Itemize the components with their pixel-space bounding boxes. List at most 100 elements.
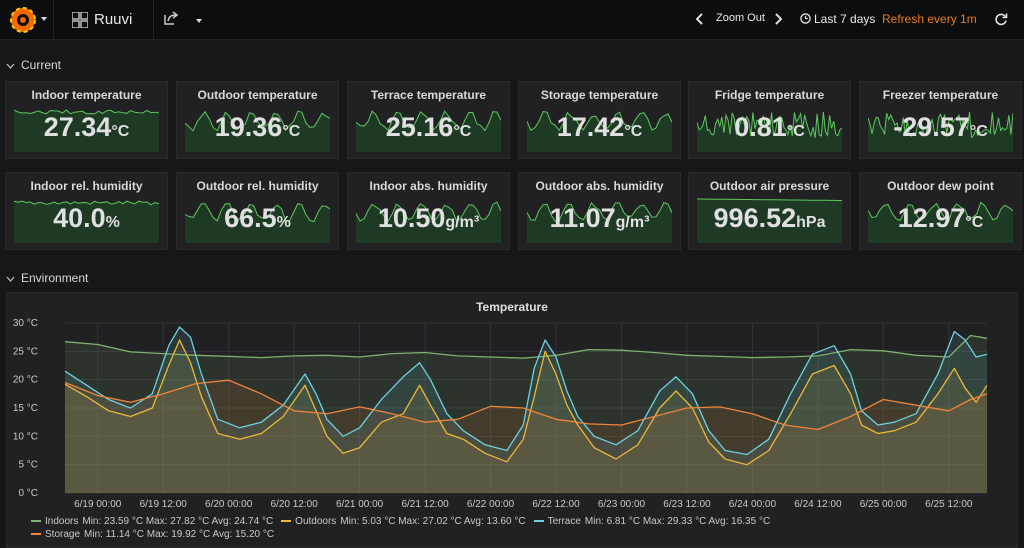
y-tick-label: 10 °C (13, 431, 38, 442)
stat-panel-title[interactable]: Outdoor abs. humidity (535, 179, 664, 193)
sparkline-line (356, 110, 501, 132)
sparkline-area (868, 112, 1013, 152)
stat-panel[interactable]: Freezer temperature -29.57°C (859, 81, 1022, 159)
sparkline-line (697, 198, 842, 201)
x-tick-label: 6/21 00:00 (336, 499, 384, 510)
x-tick-label: 6/25 00:00 (860, 499, 908, 510)
sparkline (868, 201, 1013, 243)
legend-series-name: Indoors (45, 516, 79, 527)
series-area-storage (65, 380, 987, 493)
row-header-environment[interactable]: Environment (6, 271, 88, 285)
legend-series-stats: Min: 6.81 °C Max: 29.33 °C Avg: 16.35 °C (584, 516, 771, 527)
sparkline (697, 198, 842, 243)
x-tick-label: 6/20 00:00 (205, 499, 253, 510)
stat-panel-title[interactable]: Indoor abs. humidity (369, 179, 488, 193)
stat-number: 11.07 (549, 203, 616, 233)
sparkline-area (697, 199, 842, 243)
x-tick-label: 6/24 00:00 (729, 499, 777, 510)
stat-number: 25.16 (385, 112, 454, 142)
stat-panel-title[interactable]: Outdoor temperature (197, 88, 318, 102)
sparkline-area (14, 110, 159, 152)
sparkline-line (527, 201, 672, 222)
stat-unit: °C (282, 123, 301, 140)
sparkline-line (14, 109, 159, 115)
stat-panel[interactable]: Outdoor dew point 12.97°C (859, 172, 1022, 250)
stat-panel[interactable]: Indoor abs. humidity 10.50g/m³ (347, 172, 510, 250)
legend-swatch (31, 520, 41, 523)
refresh-icon[interactable] (994, 12, 1008, 26)
chevron-right-icon[interactable] (774, 13, 782, 25)
sparkline (697, 111, 842, 152)
stat-panel-title[interactable]: Freezer temperature (882, 88, 999, 102)
stat-unit: °C (111, 123, 130, 140)
series-line-outdoors (64, 339, 988, 466)
chevron-left-icon[interactable] (696, 13, 704, 25)
stat-value: 996.52hPa (689, 203, 850, 234)
stat-panel[interactable]: Outdoor abs. humidity 11.07g/m³ (518, 172, 681, 250)
stat-panel-title[interactable]: Outdoor air pressure (709, 179, 830, 193)
stat-panel[interactable]: Indoor temperature 27.34°C (5, 81, 168, 159)
sparkline-area (185, 203, 330, 243)
x-tick-label: 6/24 12:00 (794, 499, 842, 510)
stat-panel-title[interactable]: Indoor temperature (31, 88, 142, 102)
chevron-down-icon (6, 63, 15, 69)
sparkline-line (185, 110, 330, 132)
legend-series-name: Outdoors (295, 516, 337, 527)
share-icon[interactable] (164, 11, 178, 25)
x-tick-label: 6/19 12:00 (140, 499, 188, 510)
stat-panel[interactable]: Indoor rel. humidity 40.0% (5, 172, 168, 250)
chevron-down-icon (6, 276, 15, 282)
temperature-chart[interactable]: 0 °C 5 °C 10 °C 15 °C 20 °C 25 °C 30 °C 6/19 00… (7, 315, 1017, 537)
x-tick-label: 6/23 12:00 (663, 499, 711, 510)
zoom-out-button[interactable]: Zoom Out (716, 12, 765, 24)
dashboard-title: Ruuvi (94, 11, 133, 28)
stat-unit: °C (624, 123, 643, 140)
stat-panel[interactable]: Outdoor rel. humidity 66.5% (176, 172, 339, 250)
sparkline-area (527, 202, 672, 243)
clock-icon (800, 13, 811, 24)
stat-unit: % (276, 214, 291, 231)
stat-number: -29.57 (893, 112, 970, 142)
sparkline (356, 110, 501, 152)
sparkline (14, 200, 159, 243)
stat-value: 19.36°C (177, 112, 338, 143)
stat-number: 19.36 (214, 112, 283, 142)
stat-panel[interactable]: Outdoor temperature 19.36°C (176, 81, 339, 159)
stat-value: 17.42°C (519, 112, 680, 143)
stat-value: 27.34°C (6, 112, 167, 143)
y-tick-label: 15 °C (13, 403, 38, 414)
stat-panel[interactable]: Terrace temperature 25.16°C (347, 81, 510, 159)
legend-item-outdoors[interactable]: Outdoors Min: 5.03 °C Max: 27.02 °C Avg: … (281, 516, 526, 527)
sparkline-line (697, 111, 842, 139)
series-area-outdoors (65, 340, 987, 493)
legend-item-storage[interactable]: Storage Min: 11.14 °C Max: 19.92 °C Avg: … (31, 529, 274, 540)
stat-panel-title[interactable]: Indoor rel. humidity (30, 179, 143, 193)
stat-panel-title[interactable]: Fridge temperature (714, 88, 825, 102)
stat-panel-title[interactable]: Outdoor dew point (887, 179, 994, 193)
stat-unit: g/m³ (445, 214, 480, 231)
series-line-terrace (64, 326, 988, 456)
stat-panel[interactable]: Fridge temperature 0.81°C (688, 81, 851, 159)
stat-panel[interactable]: Outdoor air pressure 996.52hPa (688, 172, 851, 250)
sparkline (527, 201, 672, 243)
x-tick-label: 6/21 12:00 (401, 499, 449, 510)
time-range-label: Last 7 days (814, 12, 876, 26)
stat-panel-title[interactable]: Outdoor rel. humidity (196, 179, 319, 193)
dashboard-picker-button[interactable]: Ruuvi (58, 0, 202, 40)
legend-item-terrace[interactable]: Terrace Min: 6.81 °C Max: 29.33 °C Avg: 1… (533, 516, 771, 527)
top-navbar: Ruuvi Zoom Out Last 7 days Refresh every… (0, 0, 1024, 40)
y-tick-label: 5 °C (18, 460, 38, 471)
y-tick-label: 30 °C (13, 318, 38, 329)
row-header-current[interactable]: Current (6, 58, 61, 72)
legend-item-indoors[interactable]: Indoors Min: 23.59 °C Max: 27.82 °C Avg: … (31, 516, 273, 527)
refresh-interval-label[interactable]: Refresh every 1m (882, 12, 977, 26)
grafana-menu-button[interactable] (0, 0, 54, 40)
stat-panel[interactable]: Storage temperature 17.42°C (518, 81, 681, 159)
stat-number: 10.50 (377, 203, 446, 233)
graph-title[interactable]: Temperature (476, 300, 548, 314)
row-title: Current (21, 58, 62, 72)
stat-panel-title[interactable]: Terrace temperature (370, 88, 487, 102)
stat-number: 996.52 (713, 203, 797, 233)
stat-value: 0.81°C (689, 112, 850, 143)
stat-panel-title[interactable]: Storage temperature (540, 88, 659, 102)
